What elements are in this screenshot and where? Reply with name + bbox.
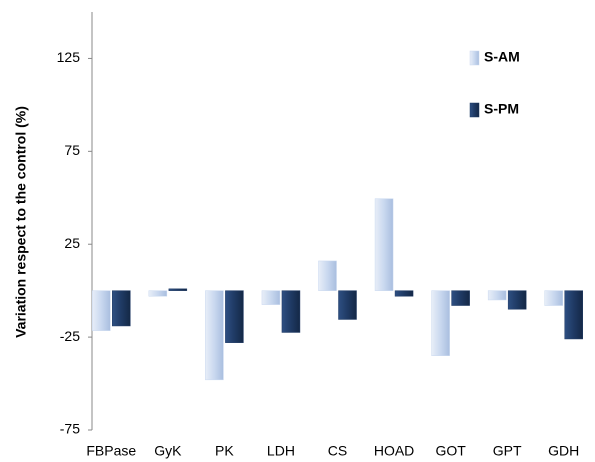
y-tick-label: -75 [60, 421, 80, 437]
bar [564, 290, 583, 340]
legend-swatch [469, 50, 480, 66]
bar [338, 290, 357, 320]
bar [168, 288, 188, 291]
x-tick-label: LDH [267, 443, 295, 459]
bar [92, 290, 111, 331]
x-tick-label: GyK [154, 443, 182, 459]
y-tick-label: 75 [64, 142, 80, 158]
x-tick-label: GPT [493, 443, 522, 459]
bar [261, 290, 281, 305]
legend-label: S-AM [484, 49, 520, 65]
x-tick-label: FBPase [86, 443, 136, 459]
y-tick-label: 25 [64, 235, 80, 251]
bar [487, 290, 507, 301]
legend-swatch [469, 102, 480, 118]
bar [507, 290, 527, 310]
bar [205, 290, 224, 381]
bar [451, 290, 470, 306]
bar [281, 290, 301, 333]
x-tick-label: CS [328, 443, 347, 459]
x-tick-label: GOT [435, 443, 466, 459]
legend-label: S-PM [484, 101, 519, 117]
bar [318, 260, 337, 291]
x-tick-label: HOAD [374, 443, 414, 459]
x-tick-label: GDH [548, 443, 579, 459]
x-tick-label: PK [215, 443, 234, 459]
bar [374, 198, 394, 291]
bar [112, 290, 131, 327]
bar [394, 290, 414, 297]
bar [148, 290, 168, 297]
y-axis-label: Variation respect to the control (%) [13, 106, 29, 338]
y-tick-label: -25 [60, 328, 80, 344]
y-tick-label: 125 [57, 49, 81, 65]
bar [225, 290, 244, 343]
bar [544, 290, 563, 306]
bar [431, 290, 450, 356]
